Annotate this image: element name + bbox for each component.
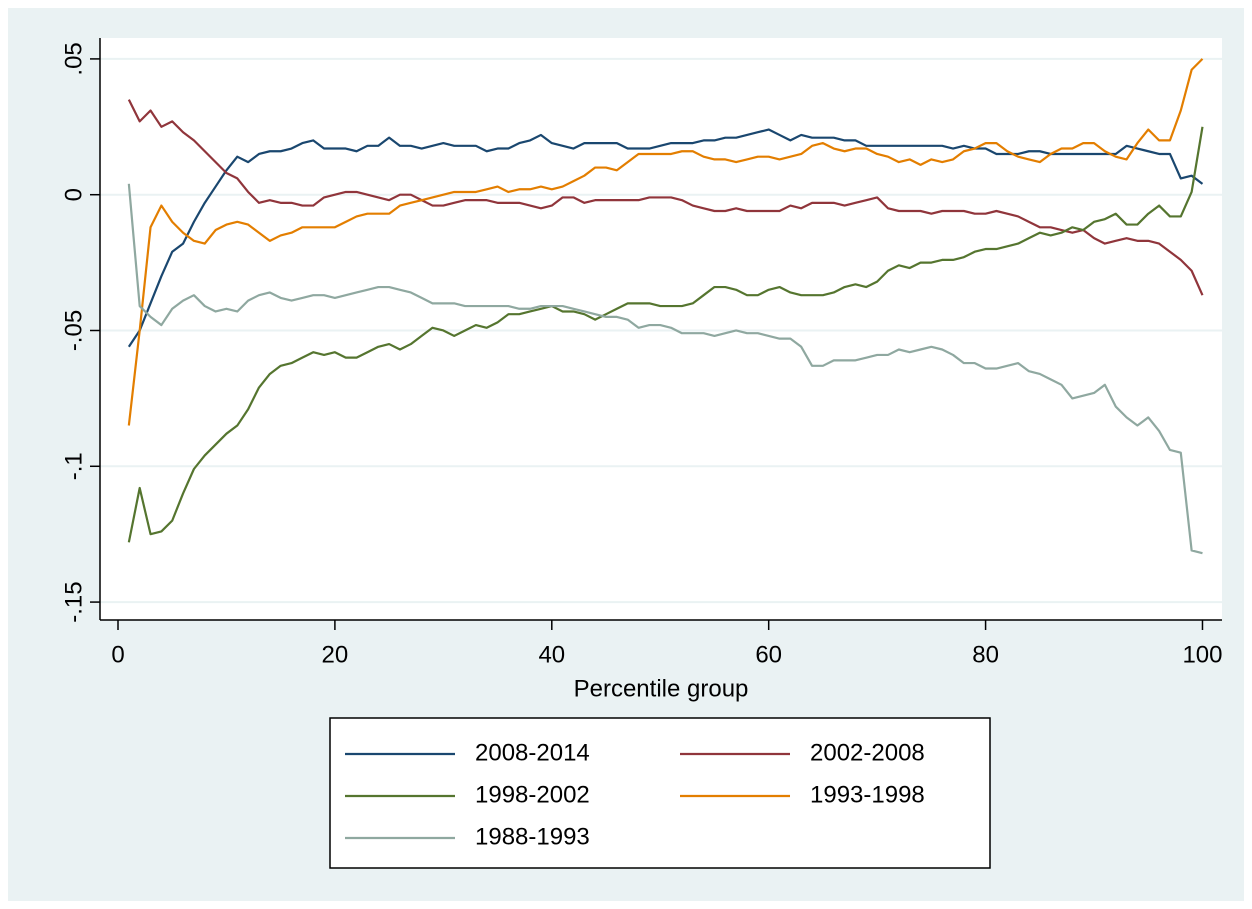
legend-label: 1988-1993: [475, 823, 590, 850]
y-tick-label: -.15: [60, 581, 87, 622]
x-tick-label: 0: [111, 641, 124, 668]
legend-label: 2002-2008: [810, 739, 925, 766]
y-tick-label: -.1: [60, 452, 87, 480]
series-line: [127, 58, 1204, 426]
y-tick-label: -.05: [60, 310, 87, 351]
grid: [100, 57, 1222, 604]
legend-label: 1998-2002: [475, 781, 590, 808]
legend-label: 2008-2014: [475, 739, 590, 766]
x-tick-label: 100: [1182, 641, 1222, 668]
legend-box: [329, 717, 991, 869]
y-tick-label: 0: [60, 188, 87, 201]
lines: [127, 58, 1204, 555]
series-line: [127, 99, 1204, 296]
legend: 2008-2014 2002-2008 1998-2002 1993-1998 1988…: [329, 717, 991, 869]
legend-label: 1993-1998: [810, 781, 925, 808]
y-tick-label: .05: [60, 42, 87, 75]
x-tick-label: 20: [322, 641, 349, 668]
series-line: [127, 126, 1204, 543]
plot-area: [100, 38, 1222, 620]
x-tick-label: 40: [538, 641, 565, 668]
x-tick-label: 80: [972, 641, 999, 668]
x-axis-title: Percentile group: [574, 675, 749, 702]
series-line: [127, 183, 1203, 555]
x-tick-label: 60: [755, 641, 782, 668]
series-line: [127, 128, 1204, 348]
